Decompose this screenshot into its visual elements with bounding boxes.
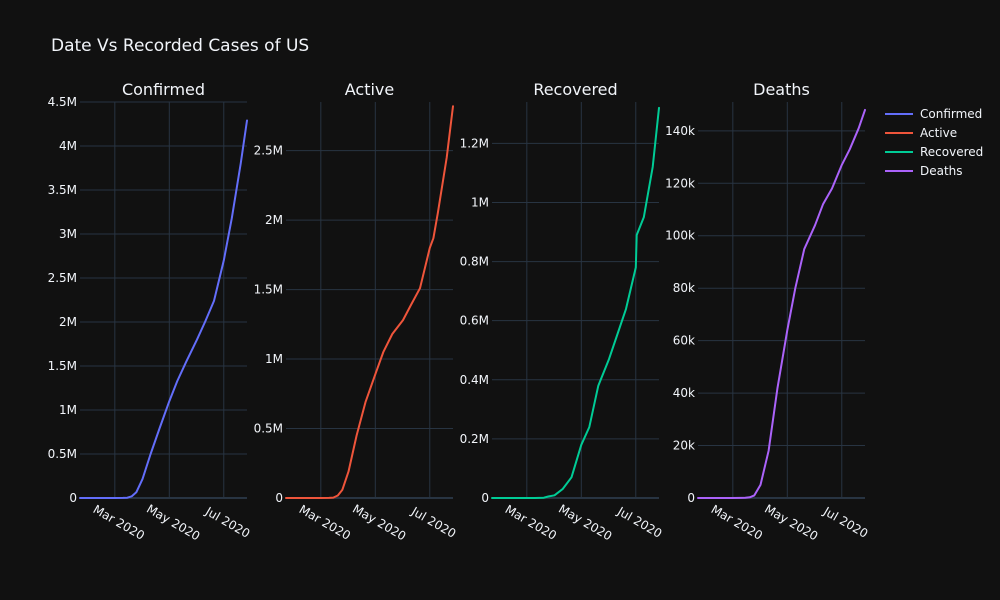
y-tick-label: 0.6M <box>460 314 489 328</box>
legend-label: Deaths <box>920 164 963 178</box>
series-line-recovered[interactable] <box>491 106 660 499</box>
x-tick-label: Mar 2020 <box>91 502 147 543</box>
legend-item-active[interactable]: Active <box>885 126 957 140</box>
series-line-active[interactable] <box>285 105 454 499</box>
x-tick-label: Mar 2020 <box>297 502 353 543</box>
x-tick-label: Jul 2020 <box>614 504 664 541</box>
x-tick-label: Jul 2020 <box>820 504 870 541</box>
series-line-deaths[interactable] <box>697 108 866 499</box>
x-tick-label: May 2020 <box>556 502 614 544</box>
y-tick-label: 0 <box>687 491 695 505</box>
y-tick-label: 100k <box>665 229 695 243</box>
y-tick-label: 2.5M <box>48 271 77 285</box>
y-tick-label: 0 <box>275 491 283 505</box>
y-tick-label: 4M <box>59 139 77 153</box>
y-tick-label: 1M <box>265 352 283 366</box>
legend-item-recovered[interactable]: Recovered <box>885 145 983 159</box>
legend-item-deaths[interactable]: Deaths <box>885 164 963 178</box>
y-tick-label: 40k <box>673 386 695 400</box>
subplot-title: Confirmed <box>122 80 205 99</box>
subplot-title: Deaths <box>753 80 810 99</box>
y-tick-label: 2M <box>265 213 283 227</box>
y-tick-label: 0.2M <box>460 432 489 446</box>
y-tick-label: 2M <box>59 315 77 329</box>
subplot-title: Active <box>345 80 395 99</box>
y-tick-label: 1M <box>471 195 489 209</box>
x-tick-label: Jul 2020 <box>202 504 252 541</box>
y-tick-label: 4.5M <box>48 95 77 109</box>
y-tick-label: 0.8M <box>460 255 489 269</box>
y-tick-label: 140k <box>665 124 695 138</box>
y-tick-label: 0 <box>481 491 489 505</box>
y-tick-label: 120k <box>665 176 695 190</box>
y-tick-label: 1M <box>59 403 77 417</box>
y-tick-label: 1.2M <box>460 136 489 150</box>
y-tick-label: 80k <box>673 281 695 295</box>
y-tick-label: 60k <box>673 334 695 348</box>
y-tick-label: 0.4M <box>460 373 489 387</box>
y-tick-label: 1.5M <box>48 359 77 373</box>
legend-label: Recovered <box>920 145 983 159</box>
x-tick-label: May 2020 <box>762 502 820 544</box>
y-tick-label: 0 <box>69 491 77 505</box>
legend-label: Confirmed <box>920 107 982 121</box>
subplot-title: Recovered <box>533 80 617 99</box>
chart-title: Date Vs Recorded Cases of US <box>51 36 309 56</box>
y-tick-label: 20k <box>673 439 695 453</box>
y-tick-label: 3.5M <box>48 183 77 197</box>
y-tick-label: 0.5M <box>254 422 283 436</box>
y-tick-label: 3M <box>59 227 77 241</box>
y-tick-label: 1.5M <box>254 283 283 297</box>
legend-label: Active <box>920 126 957 140</box>
y-tick-label: 2.5M <box>254 144 283 158</box>
y-tick-label: 0.5M <box>48 447 77 461</box>
legend[interactable]: Confirmed Active Recovered Deaths <box>885 107 983 178</box>
series-line-confirmed[interactable] <box>79 119 248 499</box>
x-tick-label: Mar 2020 <box>503 502 559 543</box>
x-tick-label: Jul 2020 <box>408 504 458 541</box>
x-tick-label: Mar 2020 <box>709 502 765 543</box>
legend-item-confirmed[interactable]: Confirmed <box>885 107 982 121</box>
x-tick-label: May 2020 <box>350 502 408 544</box>
x-tick-label: May 2020 <box>144 502 202 544</box>
